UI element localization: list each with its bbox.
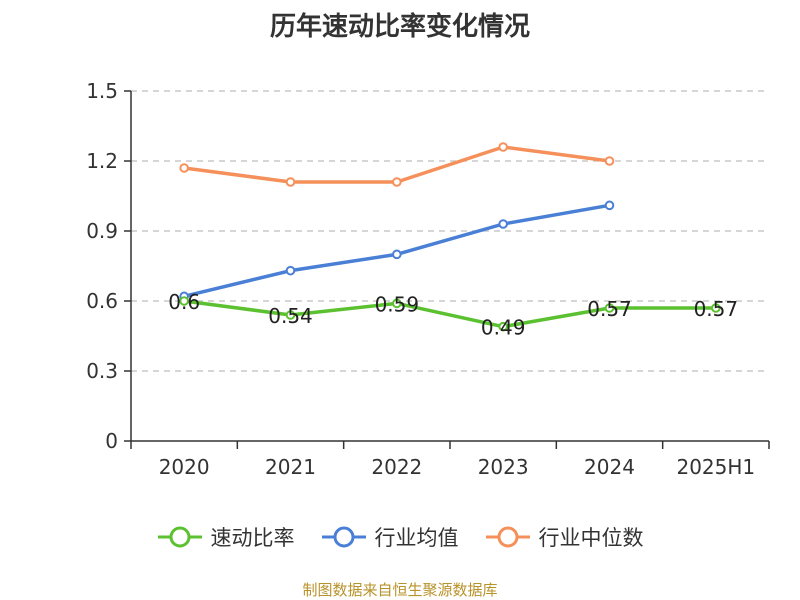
y-tick-label: 0 [105,429,118,453]
data-point[interactable] [498,321,508,332]
data-point[interactable] [392,177,402,187]
legend-label: 速动比率 [210,526,295,550]
legend-item-industry-median[interactable]: 行业中位数 [485,522,644,552]
x-tick-label: 2021 [265,455,316,479]
legend-item-industry-mean[interactable]: 行业均值 [321,522,459,552]
data-point[interactable] [285,265,296,276]
x-tick-label: 2020 [159,455,210,479]
x-tick-label: 2024 [584,455,635,479]
series-lines [179,142,721,332]
data-label: 0.57 [587,297,632,321]
y-tick-label: 1.5 [86,79,118,103]
data-point[interactable] [604,156,615,166]
chart-title: 历年速动比率变化情况 [269,12,530,42]
legend-label: 行业中位数 [538,526,644,550]
data-label: 0.54 [268,304,313,328]
series-line [183,299,716,329]
legend-line-circle-icon [157,526,202,548]
data-point[interactable] [498,219,508,229]
legend-label: 行业均值 [374,526,459,550]
data-labels: 0.6 0.54 0.59 0.49 0.57 0.57 [168,290,738,340]
y-tick-label: 0.3 [86,359,118,383]
legend-line-circle-icon [321,526,366,548]
data-label: 0.57 [694,297,739,321]
source-note: 制图数据来自恒生聚源数据库 [302,581,498,599]
y-tick-label: 0.6 [86,289,118,313]
data-point[interactable] [392,298,402,309]
data-point[interactable] [179,163,189,173]
data-point[interactable] [604,200,615,211]
legend-line-circle-icon [485,526,530,548]
legend-item-quick-ratio[interactable]: 速动比率 [157,522,295,552]
axes: 0 0.3 0.6 0.9 1.2 1.5 2020 2021 2022 2023 2024 2025… [86,79,770,479]
grid-lines [131,90,769,372]
legend: 速动比率 行业均值 行业中位数 [0,520,800,554]
data-label: 0.49 [481,316,526,340]
data-label: 0.6 [168,290,200,314]
x-tick-label: 2022 [371,455,422,479]
data-point[interactable] [179,296,189,306]
y-tick-label: 1.2 [86,149,118,173]
x-tick-label: 2025H1 [676,455,755,479]
data-point[interactable] [604,303,615,313]
data-point[interactable] [498,142,508,152]
data-point[interactable] [285,310,296,320]
x-tick-label: 2023 [478,455,529,479]
y-tick-label: 0.9 [86,219,118,243]
series-line [183,145,610,184]
data-point[interactable] [711,303,721,313]
data-label: 0.59 [375,292,420,316]
data-point[interactable] [392,249,402,260]
data-point[interactable] [285,177,296,187]
